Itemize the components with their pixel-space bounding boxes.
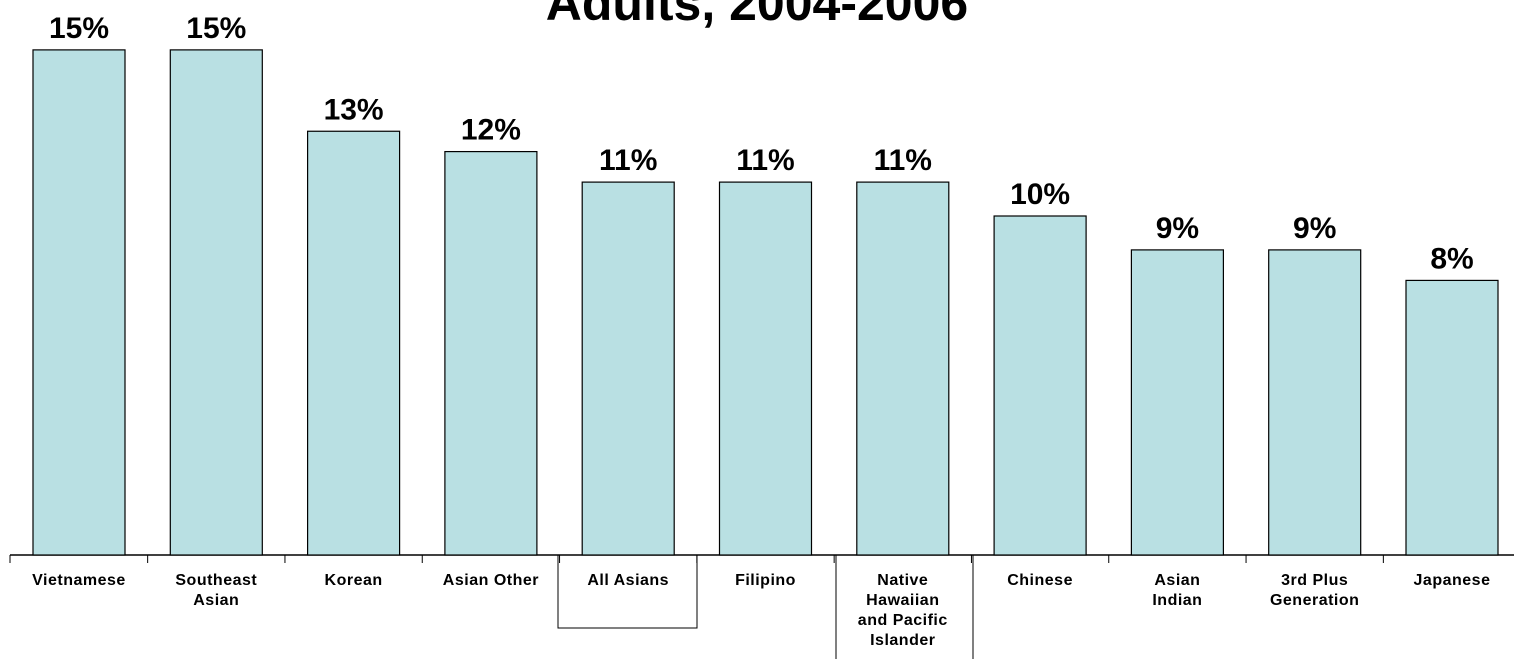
x-tick-label: Native Hawaiian and Pacific Islander [858,572,948,649]
bar [1405,279,1499,556]
data-label: 10% [1010,178,1070,211]
data-label: 11% [599,144,657,177]
data-label: 11% [736,144,794,177]
bar [993,215,1087,556]
x-tick-label: Asian Indian [1152,572,1202,609]
data-label: 15% [49,12,109,45]
data-label: 9% [1293,212,1336,245]
data-label: 12% [461,114,521,147]
x-tick-label: Korean [325,572,383,589]
data-label: 13% [324,93,384,126]
bar [856,181,950,556]
x-tick-label: Chinese [1007,572,1073,589]
bar [169,49,263,556]
x-tick-label: 3rd Plus Generation [1270,572,1359,609]
chart-title: Adults, 2004-2006 [546,0,968,31]
data-label: 9% [1156,212,1199,245]
data-label: 11% [874,144,932,177]
data-label: 8% [1430,242,1473,275]
x-tick-label: Japanese [1414,572,1491,589]
bar [32,49,126,556]
bar [1130,249,1225,556]
bar [444,150,538,556]
x-tick-label: Filipino [735,572,796,589]
data-label: 15% [186,12,246,45]
x-tick-label: All Asians [587,572,669,589]
bar [718,181,813,556]
bar [1268,249,1362,556]
x-tick-label: Southeast Asian [175,572,257,609]
bar [307,130,401,556]
x-tick-label: Asian Other [443,572,539,589]
highlight-box [557,554,698,629]
bar [581,181,675,556]
x-tick-label: Vietnamese [32,572,126,589]
